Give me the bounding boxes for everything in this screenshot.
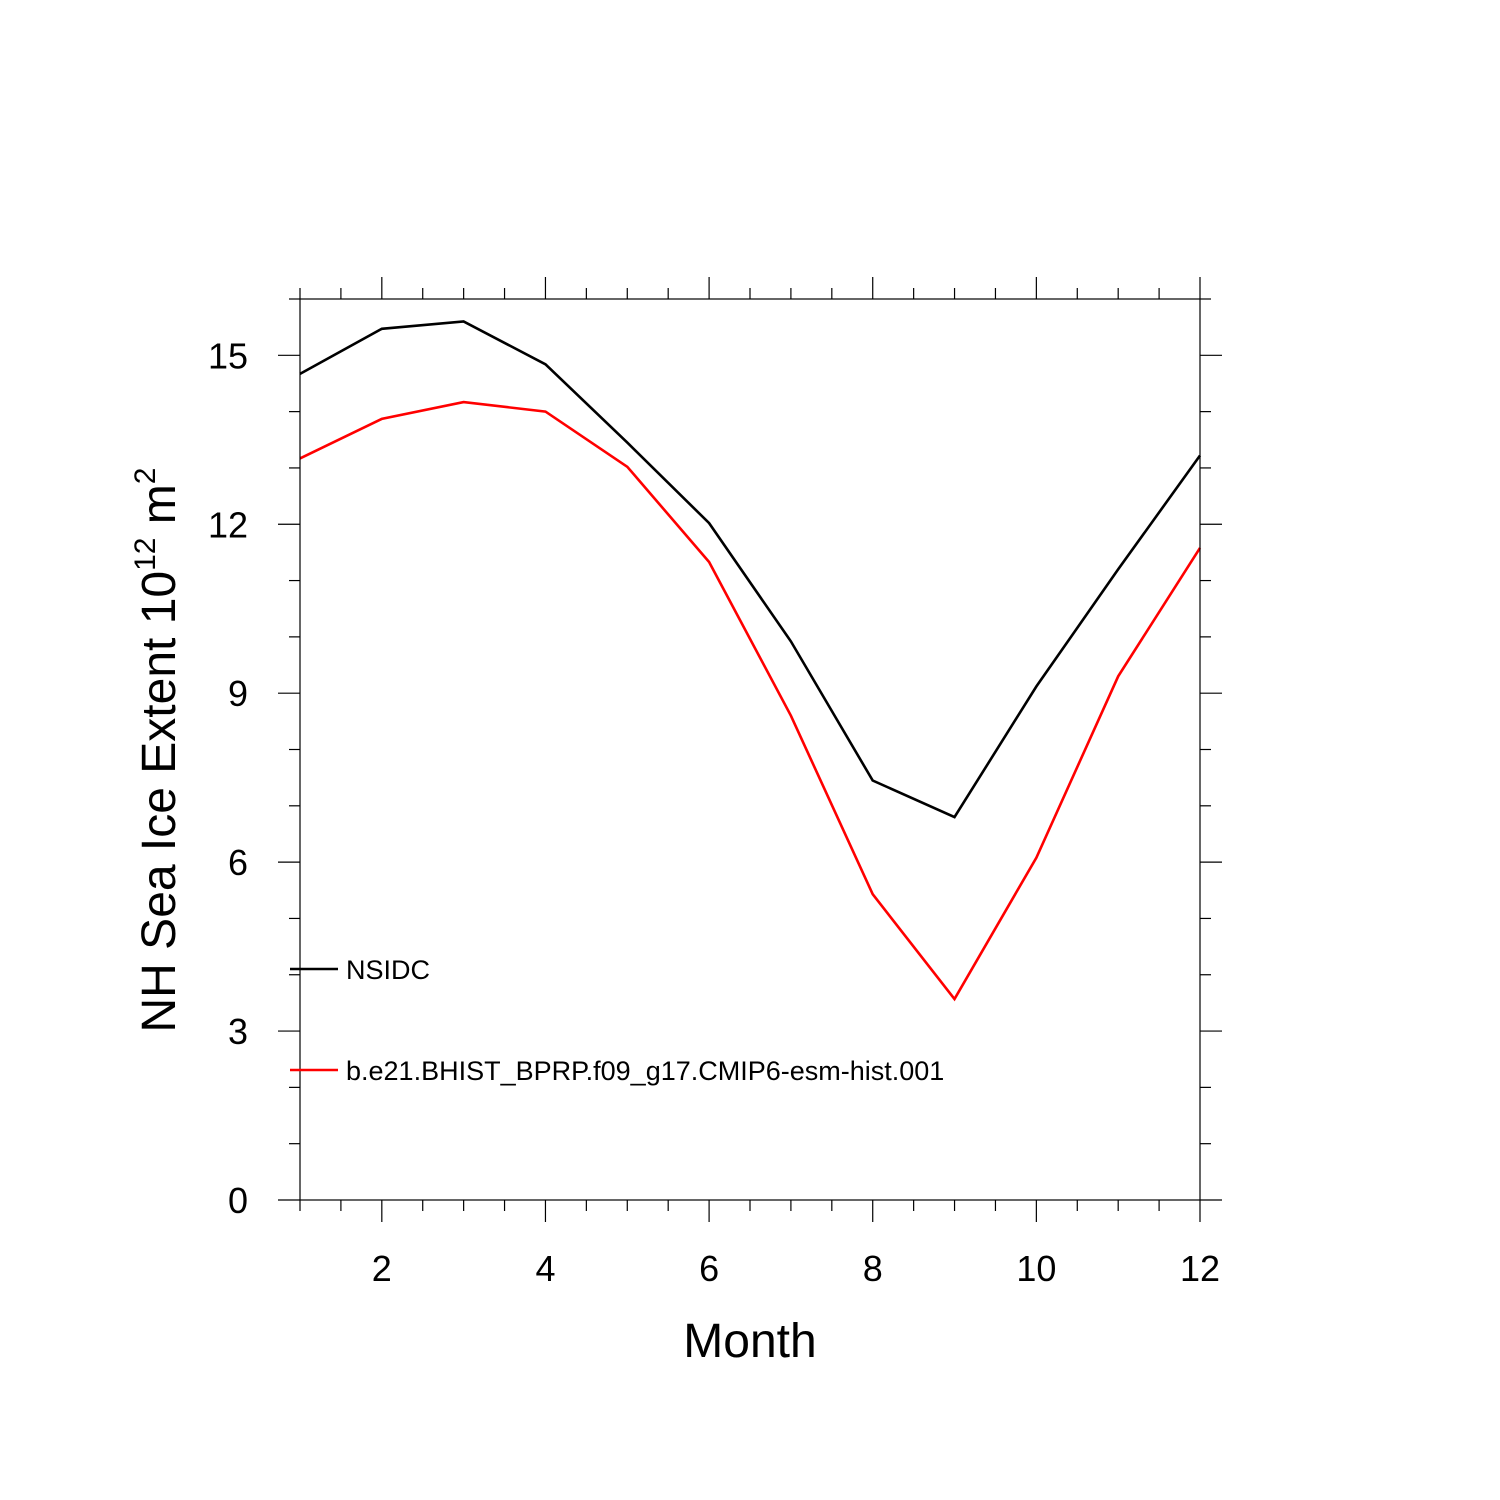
- tick-labels: 2 4 6 8 10 12 0 3 6 9 12 15: [208, 335, 1220, 1289]
- x-tick-label: 10: [1016, 1248, 1056, 1289]
- series-line-2: [299, 400, 1202, 1002]
- y-tick-label: 6: [228, 842, 248, 883]
- x-axis-title: Month: [683, 1315, 816, 1368]
- y-axis-title-unit-power: 2: [129, 468, 162, 485]
- x-tick-label: 8: [863, 1248, 883, 1289]
- series-line-1: [299, 320, 1202, 819]
- y-tick-label: 15: [208, 335, 248, 376]
- y-tick-label: 9: [228, 673, 248, 714]
- x-tick-label: 6: [699, 1248, 719, 1289]
- series-layer: [299, 320, 1202, 1002]
- y-tick-label: 12: [208, 504, 248, 545]
- y-tick-label: 3: [228, 1011, 248, 1052]
- legend-label-1: NSIDC: [346, 955, 430, 985]
- y-axis-title-main: NH Sea Ice Extent 10: [133, 571, 186, 1033]
- legend: NSIDC b.e21.BHIST_BPRP.f09_g17.CMIP6-esm-…: [290, 955, 944, 1086]
- y-tick-label: 0: [228, 1180, 248, 1221]
- x-tick-label: 12: [1180, 1248, 1220, 1289]
- x-tick-label: 2: [372, 1248, 392, 1289]
- legend-label-2: b.e21.BHIST_BPRP.f09_g17.CMIP6-esm-hist.…: [346, 1056, 944, 1086]
- y-axis-title-unit: m: [133, 484, 186, 537]
- axis-ticks: [278, 277, 1222, 1222]
- x-tick-label: 4: [535, 1248, 555, 1289]
- y-axis-title-exponent: 12: [129, 538, 162, 571]
- y-axis-title: NH Sea Ice Extent 1012 m2: [129, 468, 186, 1033]
- plot-frame: [299, 298, 1201, 1201]
